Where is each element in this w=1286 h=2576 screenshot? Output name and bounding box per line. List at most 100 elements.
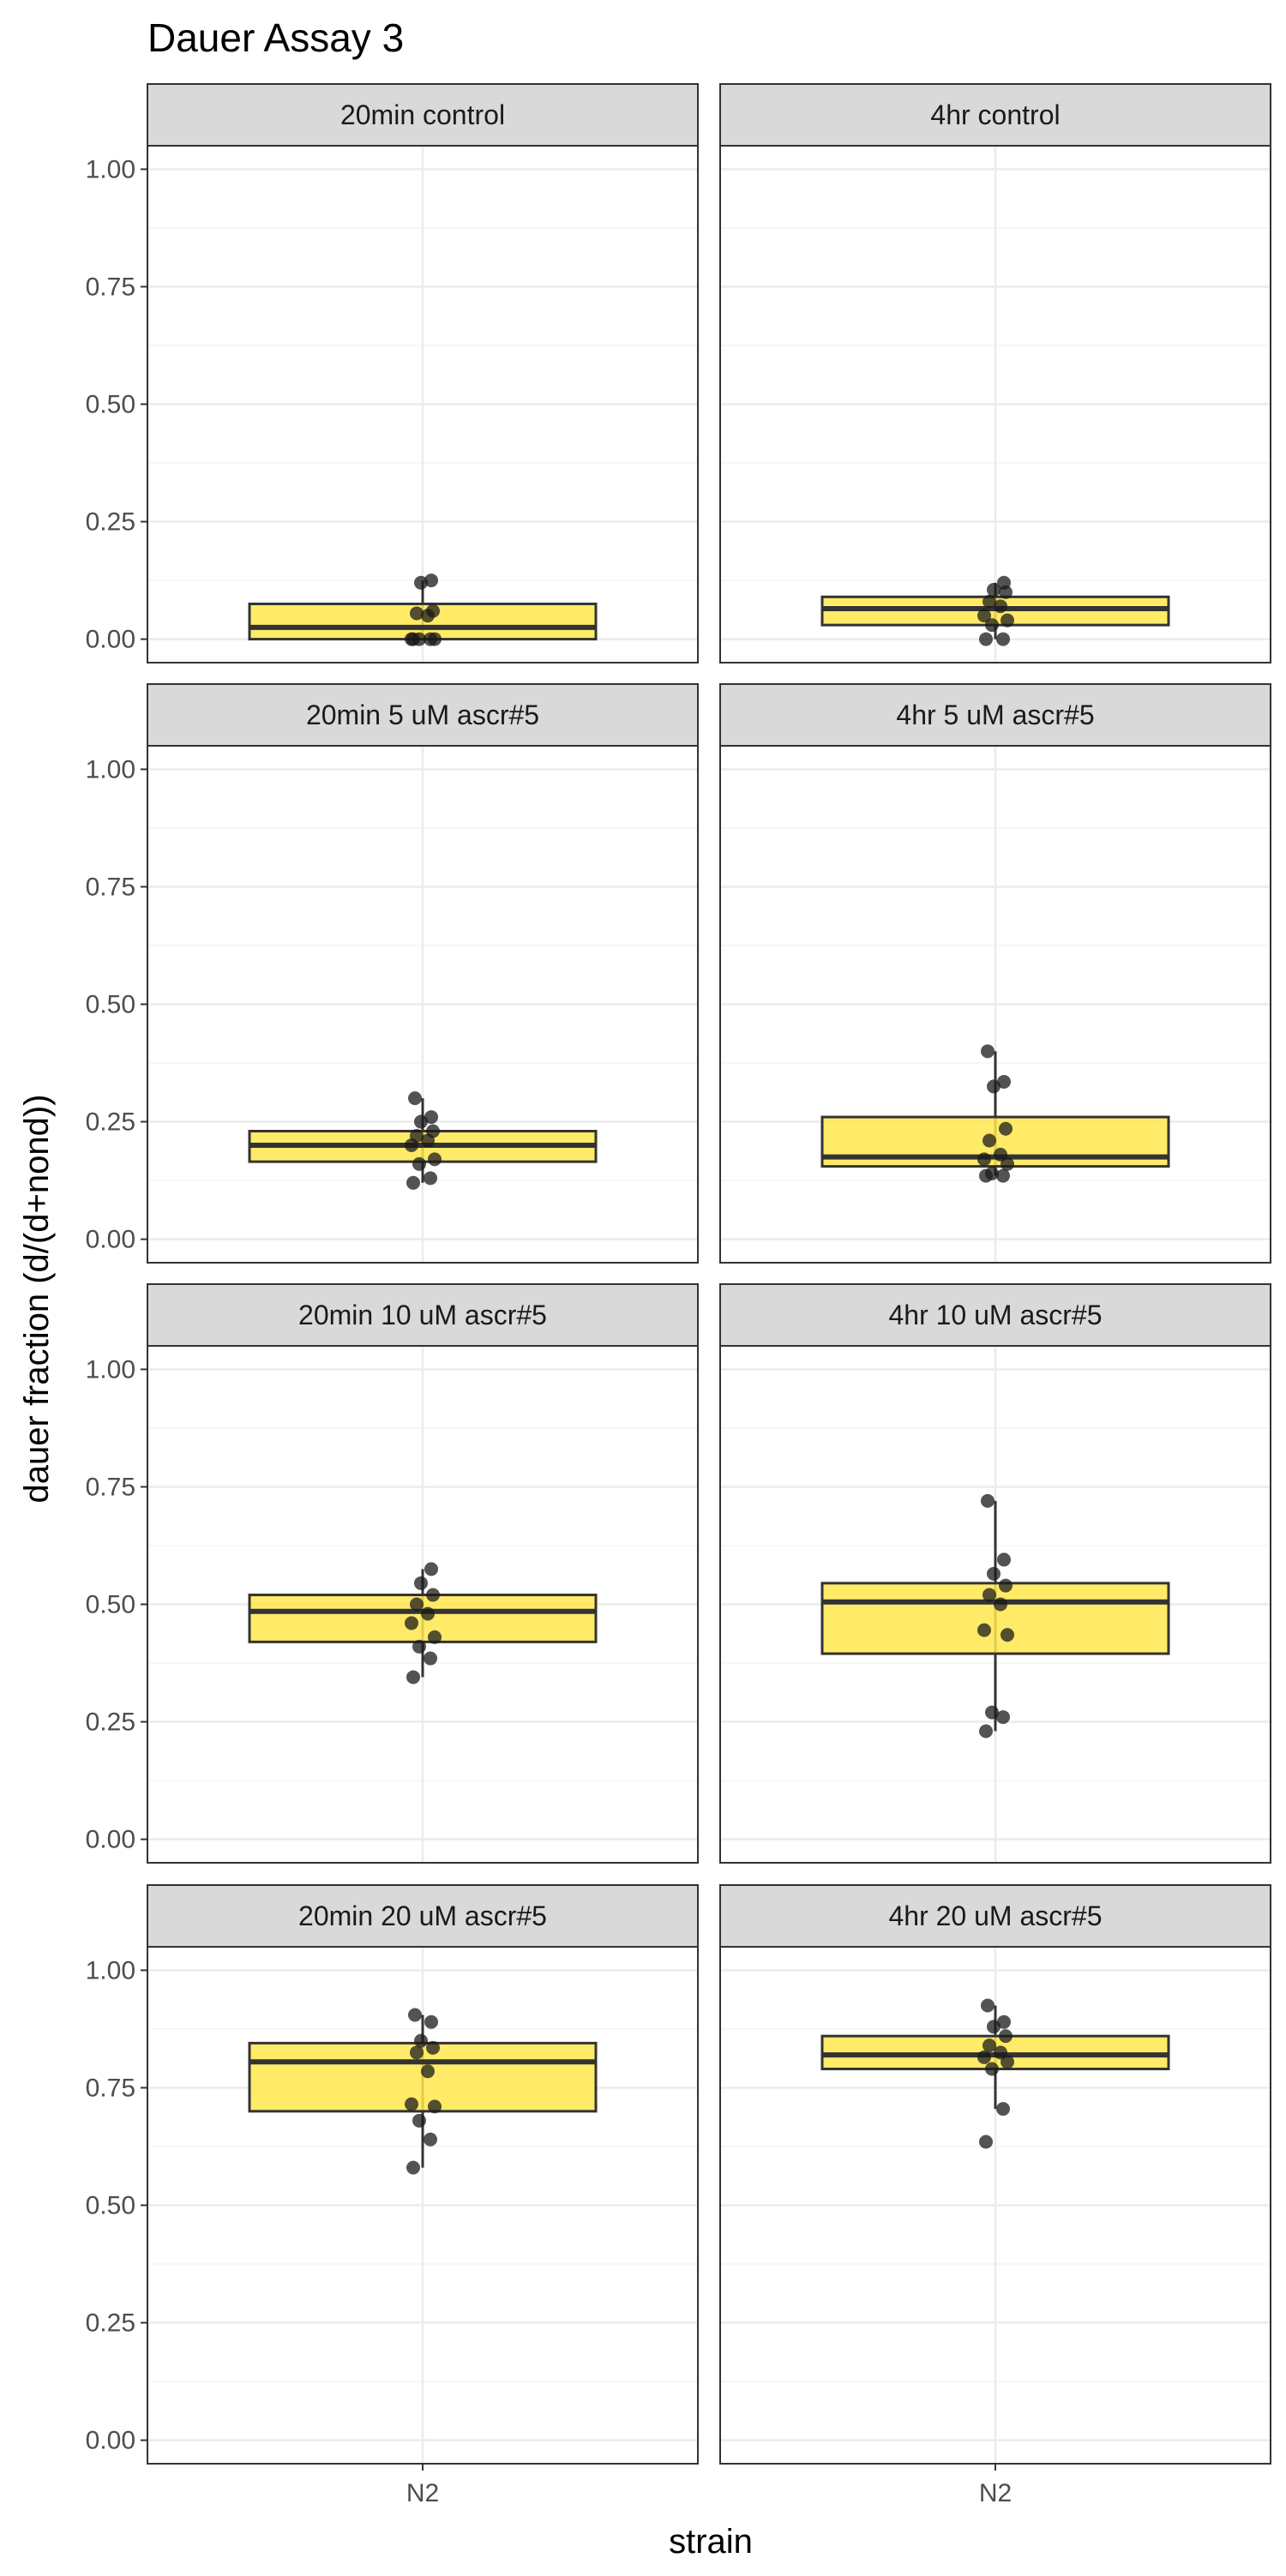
y-tick-label: 0.75 [86,2074,135,2102]
strip-background [147,683,699,747]
strip-label: 20min 20 uM ascr#5 [298,1900,547,1931]
strip-label: 4hr control [930,99,1060,130]
strip-label: 20min 5 uM ascr#5 [306,700,539,730]
facet-panel: 20min 10 uM ascr#5 0.00 0.25 0.50 0.75 1.00 [86,1283,699,1864]
data-point [424,2015,438,2029]
data-point [999,2029,1013,2044]
strip-label: 20min control [340,99,505,130]
data-point [424,2132,437,2147]
data-point [985,2062,999,2076]
panel-border [719,745,1271,1264]
data-point [426,1124,440,1138]
strip-background [147,83,699,147]
y-tick-label: 1.00 [86,1355,135,1384]
data-point [424,1171,437,1186]
data-point [424,1651,437,1666]
data-point [421,2064,435,2079]
data-point [996,2102,1010,2117]
data-point [985,1705,999,1720]
data-point [424,1562,438,1576]
x-axis-title: strain [669,2523,753,2561]
data-point [987,583,1001,597]
data-point [410,1597,424,1612]
panel-border [719,145,1271,664]
data-point [414,2033,428,2048]
y-tick-label: 0.50 [86,2192,135,2220]
y-tick-label: 0.25 [86,508,135,537]
y-tick-label: 0.00 [86,2427,135,2455]
data-point [426,603,440,618]
data-point [997,1074,1011,1089]
y-tick-label: 1.00 [86,755,135,784]
data-point [979,2135,993,2149]
data-point [414,1576,428,1590]
data-point [428,1152,442,1167]
strip-label: 4hr 10 uM ascr#5 [888,1300,1102,1330]
data-point [983,2039,996,2053]
y-tick-label: 0.50 [86,391,135,419]
data-point [985,1166,999,1180]
facet-panel: 20min 20 uM ascr#5 0.00 0.25 0.50 0.75 1.00 N2 [86,1884,699,2507]
data-point [405,1616,418,1630]
data-point [994,1597,1007,1612]
y-tick-label: 1.00 [86,1956,135,1985]
strip-label: 20min 10 uM ascr#5 [298,1300,547,1330]
data-point [424,573,438,588]
facet-panel: 20min control 0.00 0.25 0.50 0.75 1.00 [86,83,699,664]
data-point [414,575,428,590]
data-point [428,2099,442,2114]
y-tick-label: 0.75 [86,1473,135,1501]
data-point [996,1710,1010,1725]
data-point [1001,1628,1014,1642]
data-point [979,1724,993,1738]
y-tick-label: 0.25 [86,2309,135,2338]
data-point [997,575,1011,590]
panel-border [719,1345,1271,1864]
data-point [985,618,999,633]
chart-title: Dauer Assay 3 [147,15,404,60]
strip-label: 4hr 5 uM ascr#5 [896,700,1094,730]
data-point [1001,613,1014,627]
x-tick-label: N2 [979,2479,1012,2507]
data-point [994,1147,1007,1162]
data-point [1001,2055,1014,2069]
data-point [977,1623,991,1637]
data-point [410,2045,424,2060]
data-point [999,1578,1013,1593]
strip-background [719,83,1271,147]
data-point [406,1175,420,1190]
data-point [994,599,1007,614]
data-point [410,1128,424,1143]
data-point [410,606,424,621]
y-tick-label: 0.00 [86,1826,135,1854]
data-point [999,1121,1013,1136]
strip-label: 4hr 20 uM ascr#5 [888,1900,1102,1931]
facet-panel: 4hr control [719,83,1271,664]
data-point [414,1114,428,1129]
data-point [983,1588,996,1602]
data-point [406,1670,420,1684]
y-tick-label: 0.25 [86,1108,135,1137]
data-point [979,632,993,646]
data-point [996,632,1010,646]
data-point [412,1639,426,1654]
data-point [424,1110,438,1125]
data-point [1001,1156,1014,1171]
facet-panel: 20min 5 uM ascr#5 0.00 0.25 0.50 0.75 1.00 [86,683,699,1264]
facet-panel: 4hr 5 uM ascr#5 [719,683,1271,1264]
data-point [997,2015,1011,2029]
data-point [981,1998,995,2013]
y-tick-label: 0.75 [86,873,135,901]
data-point [983,1133,996,1148]
data-point [426,2040,440,2055]
data-point [997,1552,1011,1567]
data-point [428,632,442,646]
panels-layer: 20min control 0.00 0.25 0.50 0.75 1.00 4hr con… [86,83,1271,2507]
data-point [981,1493,995,1508]
y-axis-title: dauer fraction (d/(d+nond)) [18,1095,56,1504]
data-point [426,1588,440,1602]
x-tick-label: N2 [406,2479,439,2507]
data-point [987,1566,1001,1581]
data-point [421,1606,435,1621]
